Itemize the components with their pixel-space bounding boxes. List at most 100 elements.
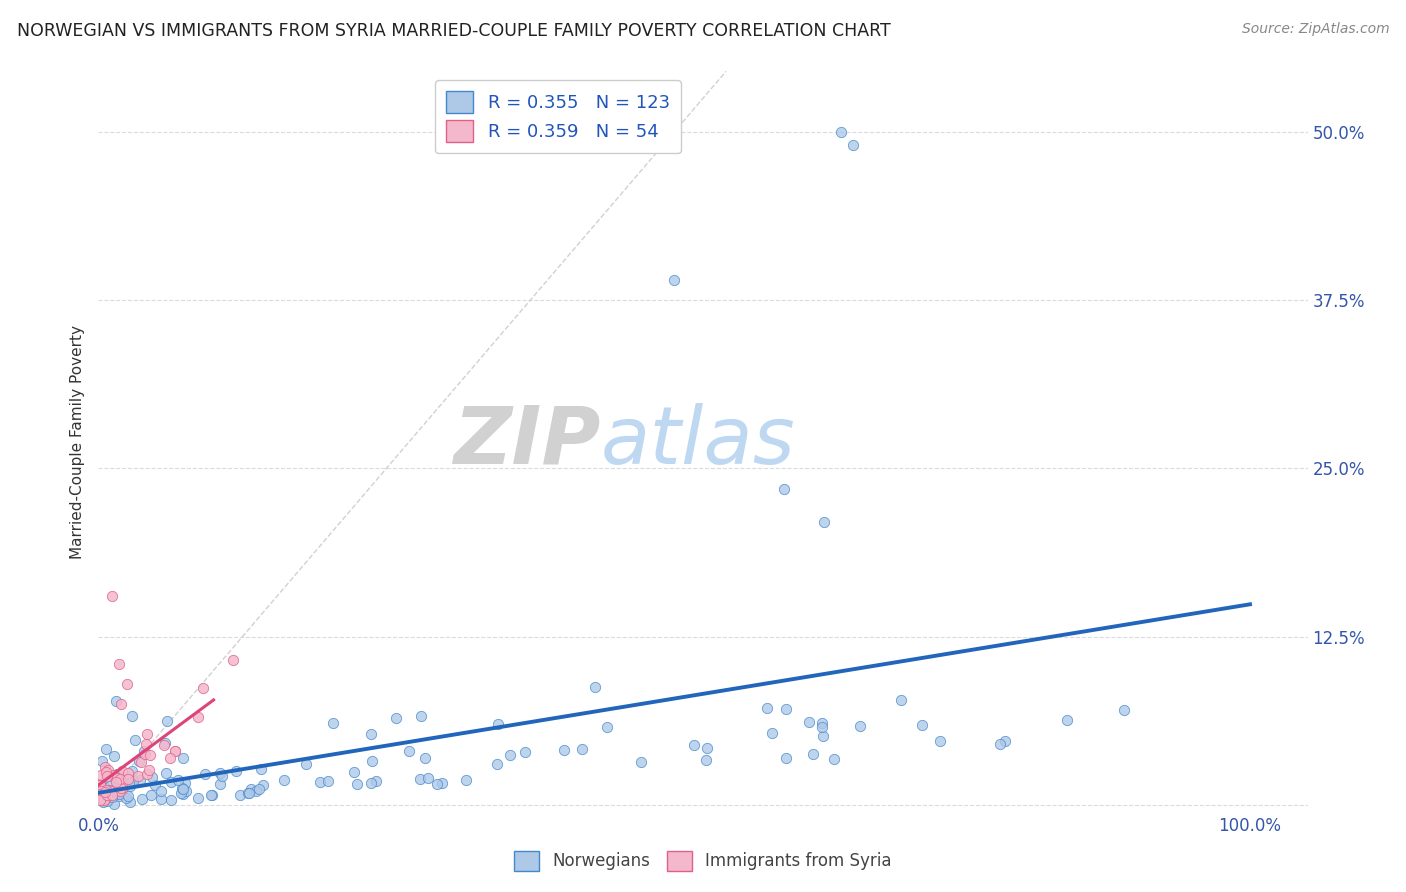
Point: [208, 777, 231, 791]
Point: [96, 794, 118, 808]
Point: [150, 791, 173, 805]
Point: [849, 719, 872, 733]
Point: [193, 681, 215, 695]
Point: [583, 680, 606, 694]
Point: [761, 726, 783, 740]
Point: [128, 754, 150, 768]
Point: [117, 766, 139, 780]
Point: [360, 776, 382, 790]
Point: [107, 787, 129, 801]
Point: [813, 516, 835, 530]
Point: [94, 742, 117, 756]
Point: [121, 764, 143, 779]
Point: [89, 793, 111, 807]
Point: [236, 786, 259, 800]
Point: [149, 783, 172, 797]
Point: [364, 774, 387, 789]
Point: [200, 789, 222, 803]
Point: [571, 742, 593, 756]
Point: [101, 768, 124, 782]
Point: [413, 751, 436, 765]
Point: [411, 708, 433, 723]
Point: [1056, 713, 1078, 727]
Point: [103, 749, 125, 764]
Point: [120, 780, 142, 794]
Point: [211, 769, 233, 783]
Point: [117, 772, 139, 787]
Text: Source: ZipAtlas.com: Source: ZipAtlas.com: [1241, 22, 1389, 37]
Point: [111, 781, 134, 796]
Point: [105, 767, 128, 781]
Point: [430, 776, 453, 790]
Point: [93, 793, 115, 807]
Point: [121, 709, 143, 723]
Point: [143, 778, 166, 792]
Point: [208, 765, 231, 780]
Point: [596, 721, 619, 735]
Point: [553, 743, 575, 757]
Point: [322, 716, 344, 731]
Legend: Norwegians, Immigrants from Syria: Norwegians, Immigrants from Syria: [506, 842, 900, 880]
Point: [105, 771, 128, 785]
Point: [129, 772, 152, 787]
Point: [136, 727, 159, 741]
Point: [630, 755, 652, 769]
Point: [361, 754, 384, 768]
Point: [108, 772, 131, 786]
Point: [988, 737, 1011, 751]
Point: [695, 753, 717, 767]
Point: [104, 694, 127, 708]
Point: [811, 716, 834, 731]
Point: [222, 653, 245, 667]
Text: ZIP: ZIP: [453, 402, 600, 481]
Point: [89, 787, 111, 801]
Point: [755, 701, 778, 715]
Point: [97, 786, 120, 800]
Point: [105, 780, 128, 794]
Text: NORWEGIAN VS IMMIGRANTS FROM SYRIA MARRIED-COUPLE FAMILY POVERTY CORRELATION CHA: NORWEGIAN VS IMMIGRANTS FROM SYRIA MARRI…: [17, 22, 890, 40]
Point: [696, 740, 718, 755]
Point: [93, 790, 115, 805]
Point: [90, 790, 112, 805]
Point: [135, 737, 157, 751]
Point: [170, 786, 193, 800]
Point: [90, 792, 112, 806]
Point: [385, 711, 408, 725]
Point: [250, 762, 273, 776]
Point: [101, 590, 124, 604]
Point: [110, 780, 132, 795]
Point: [153, 736, 176, 750]
Point: [841, 138, 863, 153]
Point: [131, 792, 153, 806]
Point: [101, 790, 124, 805]
Point: [775, 751, 797, 765]
Point: [890, 692, 912, 706]
Point: [93, 780, 115, 795]
Point: [100, 779, 122, 793]
Point: [454, 772, 477, 787]
Point: [105, 774, 128, 789]
Point: [172, 787, 194, 801]
Point: [107, 782, 129, 797]
Point: [664, 273, 686, 287]
Point: [159, 775, 181, 789]
Point: [515, 746, 537, 760]
Point: [486, 717, 509, 731]
Point: [139, 748, 162, 763]
Point: [103, 768, 125, 782]
Text: atlas: atlas: [600, 402, 794, 481]
Point: [247, 781, 270, 796]
Point: [683, 739, 706, 753]
Point: [108, 657, 131, 671]
Point: [172, 780, 194, 795]
Point: [90, 768, 112, 782]
Point: [135, 766, 157, 780]
Point: [225, 764, 247, 779]
Point: [94, 785, 117, 799]
Point: [295, 756, 318, 771]
Point: [118, 776, 141, 790]
Point: [94, 783, 117, 797]
Point: [97, 783, 120, 797]
Point: [89, 788, 111, 802]
Point: [91, 790, 114, 805]
